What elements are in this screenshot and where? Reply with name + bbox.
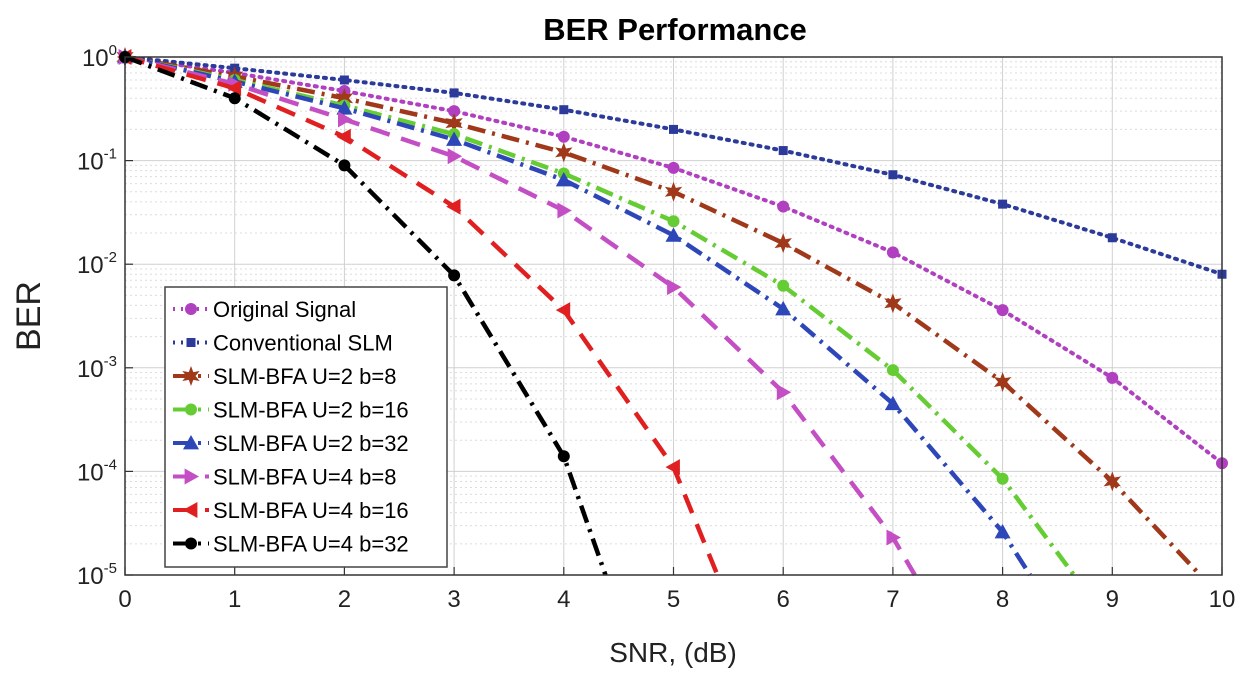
data-point xyxy=(664,181,683,202)
tick-labels: 0 1 2 3 4 5 6 7 8 9 10 100 10-1 10-2 10-3 10-4 10-5 xyxy=(77,42,1235,613)
data-point xyxy=(1107,233,1117,243)
x-tick-label: 7 xyxy=(886,586,899,613)
legend-marker xyxy=(185,403,197,416)
data-point xyxy=(338,111,353,128)
data-point xyxy=(996,304,1009,317)
data-point xyxy=(665,227,682,242)
data-point xyxy=(886,364,899,377)
data-point xyxy=(335,88,354,109)
legend-marker xyxy=(185,303,197,315)
legend-entry-3: SLM-BFA U=2 b=8 xyxy=(213,364,396,389)
data-point xyxy=(336,100,353,115)
legend-entry-4: SLM-BFA U=2 b=16 xyxy=(213,398,409,423)
legend-entry-2: Conventional SLM xyxy=(213,331,393,356)
data-point xyxy=(1103,471,1121,492)
data-point xyxy=(557,202,572,219)
data-point xyxy=(336,128,351,145)
y-tick-label: 10-3 xyxy=(77,353,117,383)
data-point xyxy=(449,88,459,98)
data-point xyxy=(228,92,241,105)
data-point xyxy=(555,171,572,187)
data-point xyxy=(777,200,790,213)
legend-marker xyxy=(182,366,200,386)
legend-entry-7: SLM-BFA U=4 b=16 xyxy=(213,498,409,523)
x-tick-label: 9 xyxy=(1106,586,1119,613)
data-point xyxy=(993,372,1012,392)
data-point xyxy=(557,450,570,463)
data-point xyxy=(774,233,792,254)
data-point xyxy=(448,269,461,282)
legend-marker xyxy=(185,537,197,550)
x-tick-label: 2 xyxy=(338,586,351,613)
y-tick-label: 100 xyxy=(82,42,117,72)
x-tick-label: 3 xyxy=(447,586,460,613)
y-tick-label: 10-1 xyxy=(77,146,117,176)
data-point xyxy=(226,80,242,97)
data-point xyxy=(884,395,901,411)
data-point xyxy=(557,130,570,143)
data-point xyxy=(555,142,573,163)
x-tick-label: 10 xyxy=(1209,586,1236,613)
legend-box xyxy=(164,286,448,568)
data-point xyxy=(447,148,463,165)
data-point xyxy=(445,113,463,134)
data-point xyxy=(1106,371,1119,384)
legend-entry-6: SLM-BFA U=4 b=8 xyxy=(213,465,396,490)
data-point xyxy=(339,75,349,85)
legend-entry-5: SLM-BFA U=2 b=32 xyxy=(213,431,409,456)
legend-marker xyxy=(183,435,199,450)
data-point xyxy=(667,279,682,296)
legend-entry-8: SLM-BFA U=4 b=32 xyxy=(213,532,409,557)
y-axis-label: BER xyxy=(10,281,48,351)
data-point xyxy=(776,384,792,401)
data-point xyxy=(559,105,569,115)
y-tick-label: 10-4 xyxy=(77,456,117,486)
data-point xyxy=(555,302,571,319)
legend-marker xyxy=(186,338,196,347)
data-point xyxy=(998,199,1008,209)
legend-marker xyxy=(184,468,199,485)
legend: Original Signal Conventional SLM SLM-BFA U… xyxy=(164,286,448,568)
data-point xyxy=(775,300,792,316)
x-tick-label: 1 xyxy=(228,586,241,613)
x-tick-label: 4 xyxy=(557,586,570,613)
x-tick-label: 0 xyxy=(118,586,131,613)
data-point xyxy=(778,146,788,156)
data-point xyxy=(994,524,1011,539)
data-point xyxy=(777,279,790,292)
y-tick-label: 10-5 xyxy=(77,560,117,590)
y-tick-label: 10-2 xyxy=(77,249,117,279)
data-point xyxy=(448,105,461,118)
data-point xyxy=(886,246,899,259)
series-lines xyxy=(116,47,1228,577)
series-line-4 xyxy=(124,54,1076,577)
x-axis-label: SNR, (dB) xyxy=(609,637,737,668)
data-point xyxy=(888,170,898,180)
data-point xyxy=(667,215,680,228)
data-point xyxy=(886,529,901,546)
data-point xyxy=(338,159,351,172)
data-point xyxy=(446,131,463,146)
data-point xyxy=(669,124,678,134)
plot-frame xyxy=(124,56,1223,576)
data-point xyxy=(667,161,680,174)
data-point xyxy=(446,198,461,215)
x-tick-label: 6 xyxy=(777,586,790,613)
data-point xyxy=(884,293,902,314)
data-point xyxy=(996,472,1009,485)
data-point xyxy=(665,459,680,476)
chart-title: BER Performance xyxy=(543,12,807,47)
x-tick-label: 5 xyxy=(667,586,680,613)
series-line-5 xyxy=(124,54,1032,577)
series-line-8 xyxy=(124,54,608,576)
legend-marker xyxy=(183,502,198,518)
legend-entry-1: Original Signal xyxy=(213,297,356,322)
x-tick-label: 8 xyxy=(996,586,1009,613)
